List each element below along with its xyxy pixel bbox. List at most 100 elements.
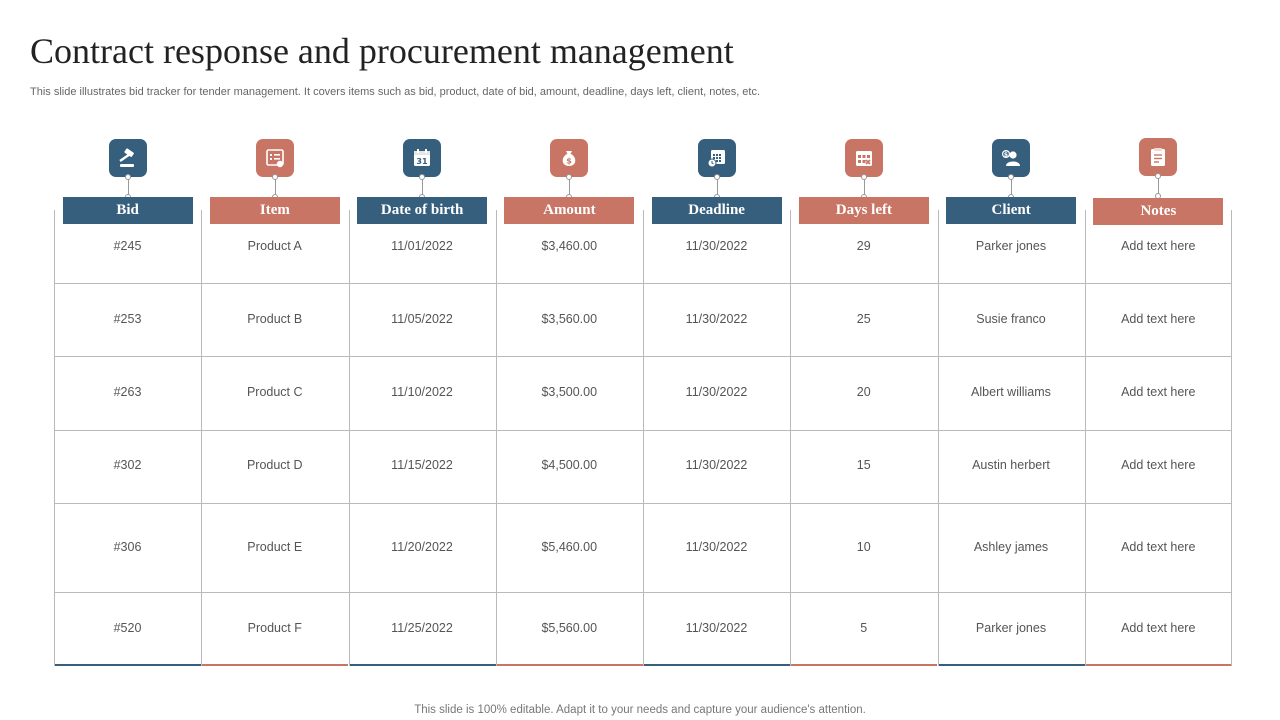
table-cell: 25 [856, 312, 871, 326]
table-cell: 11/10/2022 [391, 385, 453, 399]
row-divider [54, 430, 1232, 431]
column-bottom-accent [644, 664, 790, 666]
table-column [495, 210, 643, 666]
table-cell: Ashley james [973, 540, 1049, 554]
checklist-icon [1147, 146, 1169, 168]
client-money-icon: $ [1000, 147, 1022, 169]
table-cell: $3,560.00 [541, 312, 598, 326]
row-divider [54, 592, 1232, 593]
table-cell: Add text here [1121, 239, 1196, 253]
column-icon-badge [255, 139, 294, 177]
page-subtitle: This slide illustrates bid tracker for t… [30, 86, 761, 98]
table-cell: 11/30/2022 [685, 540, 748, 554]
table-column [201, 210, 349, 666]
icon-connector [1158, 176, 1160, 194]
column-bottom-accent [938, 664, 1085, 666]
column-header: Days left [798, 197, 929, 224]
icon-connector [1011, 177, 1013, 195]
connector-dot [271, 174, 278, 180]
connector-dot [713, 174, 720, 180]
connector-dot [860, 174, 867, 180]
table-cell: 11/15/2022 [391, 458, 453, 472]
table-cell: #253 [113, 312, 142, 326]
list-document-icon [264, 147, 286, 169]
icon-connector [863, 177, 865, 195]
table-cell: Add text here [1121, 540, 1196, 554]
table-column [348, 210, 496, 666]
table-cell: #263 [113, 385, 142, 399]
table-cell: Add text here [1121, 621, 1196, 635]
icon-connector [569, 177, 571, 195]
svg-text:$: $ [567, 157, 573, 166]
table-cell: 11/25/2022 [391, 621, 453, 635]
column-header: Item [209, 197, 340, 224]
table-cell: 11/01/2022 [391, 239, 453, 253]
column-bottom-accent [202, 664, 349, 666]
column-bottom-accent [1085, 664, 1231, 666]
row-divider [54, 503, 1232, 504]
connector-dot [1008, 174, 1015, 180]
table-cell: 15 [856, 458, 871, 472]
column-header: Bid [62, 197, 193, 224]
table-cell: Add text here [1121, 312, 1196, 326]
footer-note: This slide is 100% editable. Adapt it to… [414, 704, 866, 716]
column-header: Date of birth [357, 197, 488, 224]
table-cell: 10 [856, 540, 871, 554]
icon-connector [422, 177, 424, 195]
table-column [54, 210, 201, 666]
bid-tracker-table [54, 210, 1232, 666]
table-cell: #302 [113, 458, 142, 472]
icon-connector [716, 177, 718, 195]
column-header: Deadline [651, 197, 782, 224]
table-cell: $5,460.00 [541, 540, 598, 554]
column-header: Client [946, 197, 1077, 224]
column-icon-badge [697, 139, 736, 177]
table-cell: $4,500.00 [541, 458, 598, 472]
table-cell: 29 [856, 239, 871, 253]
column-bottom-accent [55, 664, 201, 666]
table-cell: Susie franco [976, 312, 1046, 326]
icon-connector [127, 177, 129, 195]
calendar-clock-icon [706, 147, 728, 169]
table-cell: 11/30/2022 [685, 621, 748, 635]
table-cell: 11/20/2022 [391, 540, 453, 554]
calendar-icon: 31 [411, 147, 433, 169]
icon-connector [274, 177, 276, 195]
connector-dot [1155, 173, 1162, 179]
table-cell: 11/30/2022 [685, 385, 748, 399]
column-header: Amount [504, 197, 635, 224]
table-cell: #520 [113, 621, 142, 635]
table-column [643, 210, 790, 666]
table-cell: Product B [247, 312, 303, 326]
table-column [790, 210, 938, 666]
column-icon-badge [844, 139, 883, 177]
column-icon-badge [108, 139, 147, 177]
page-title: Contract response and procurement manage… [30, 31, 734, 71]
row-divider [54, 356, 1232, 357]
svg-text:31: 31 [417, 157, 429, 166]
connector-dot [419, 174, 426, 180]
table-cell: Product D [246, 458, 303, 472]
money-bag-icon: $ [558, 147, 580, 169]
table-cell: $3,500.00 [541, 385, 598, 399]
table-cell: Add text here [1121, 458, 1196, 472]
table-column [1084, 210, 1232, 666]
row-divider [54, 283, 1232, 284]
column-bottom-accent [791, 664, 938, 666]
column-icon-badge [1139, 138, 1178, 176]
column-header: Notes [1093, 198, 1224, 225]
table-cell: Parker jones [975, 621, 1047, 635]
table-cell: Add text here [1121, 385, 1196, 399]
column-bottom-accent [496, 664, 643, 666]
table-cell: 11/05/2022 [391, 312, 453, 326]
table-column [937, 210, 1085, 666]
connector-dot [124, 174, 131, 180]
table-cell: 11/30/2022 [685, 312, 748, 326]
table-cell: Albert williams [971, 385, 1051, 399]
table-cell: Parker jones [975, 239, 1047, 253]
column-bottom-accent [349, 664, 496, 666]
table-cell: Product A [247, 239, 302, 253]
column-icon-badge: $ [550, 139, 589, 177]
table-cell: Product E [247, 540, 303, 554]
table-cell: #306 [113, 540, 142, 554]
